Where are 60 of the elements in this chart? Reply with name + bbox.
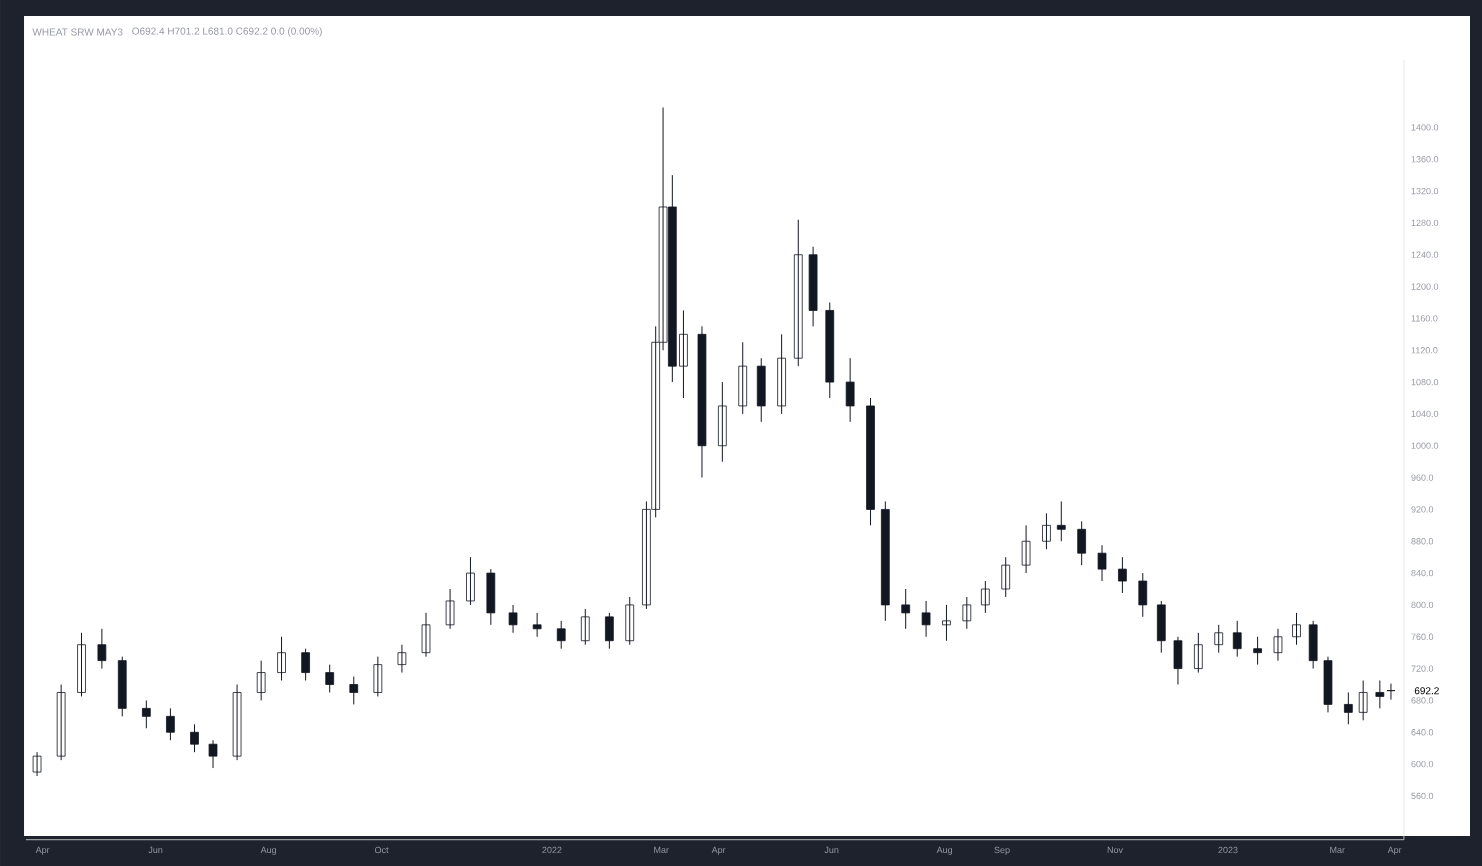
candlestick: [625, 596, 635, 646]
candlestick: [1358, 680, 1368, 721]
candlestick: [1253, 636, 1262, 666]
candlestick: [808, 246, 818, 327]
candlestick: [921, 600, 931, 638]
candlestick: [717, 381, 727, 463]
candlestick: [1214, 624, 1224, 654]
candlestick: [1097, 544, 1107, 582]
candlestick: [466, 556, 475, 606]
candlestick: [697, 325, 707, 479]
candlestick: [1173, 636, 1183, 686]
candlestick: [962, 596, 972, 630]
candlestick: [1323, 656, 1333, 713]
candlestick: [738, 341, 748, 415]
candlestick: [1386, 683, 1396, 701]
candlestick: [1193, 632, 1203, 674]
candlestick: [1308, 620, 1318, 670]
candlestick: [793, 219, 803, 367]
candlestick: [1021, 524, 1031, 574]
candlestick: [1375, 680, 1385, 709]
candlestick: [580, 608, 590, 646]
candlestick: [421, 612, 431, 658]
candlestick: [866, 397, 875, 526]
candlestick: [1156, 600, 1166, 654]
candlestick: [397, 644, 407, 674]
candlestick: [901, 588, 911, 630]
candlestick: [942, 604, 951, 642]
candlestick: [445, 588, 455, 630]
candlestick: [825, 301, 835, 399]
candlestick: [277, 636, 286, 682]
candlestick: [77, 632, 86, 697]
candlestick: [508, 604, 518, 634]
candlestick: [190, 723, 199, 753]
candlestick: [1273, 628, 1283, 662]
candlestick: [1292, 612, 1301, 646]
candlestick: [1232, 620, 1242, 658]
candlestick: [605, 612, 614, 650]
candlestick: [325, 664, 335, 693]
candlestick: [880, 500, 890, 622]
candlestick: [141, 699, 151, 729]
candlestick: [556, 620, 566, 650]
candlestick: [1042, 512, 1051, 550]
candlestick: [1138, 572, 1148, 618]
candlestick: [349, 676, 359, 705]
candlestick: [486, 568, 496, 626]
candlestick: [1344, 691, 1353, 725]
candlestick: [166, 707, 175, 741]
candlestick: [777, 333, 786, 415]
candlestick: [232, 684, 242, 761]
candlestick: [980, 580, 990, 614]
candlestick: [1056, 500, 1066, 542]
candlestick: [756, 357, 766, 423]
candlestick: [1118, 556, 1127, 594]
candlestick: [1001, 556, 1011, 598]
candlestick: [256, 660, 266, 701]
candlestick: [301, 648, 310, 682]
candlestick: [32, 751, 42, 777]
candlestick: [208, 739, 218, 769]
candlestick: [1077, 520, 1087, 566]
candlestick: [117, 656, 127, 717]
